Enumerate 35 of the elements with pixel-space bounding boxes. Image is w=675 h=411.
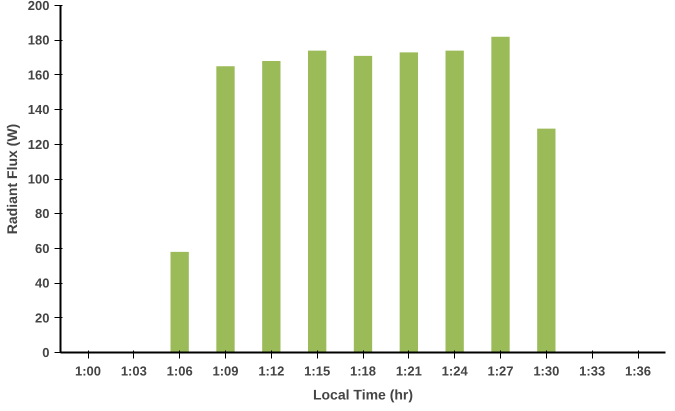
y-tick-label: 140: [28, 102, 50, 118]
y-tick-label: 40: [35, 276, 50, 291]
x-tick-label: 1:15: [304, 364, 330, 378]
y-tick-label: 180: [28, 32, 50, 48]
x-tick-label: 1:12: [258, 364, 284, 378]
bar: [354, 56, 372, 352]
x-axis-title: Local Time (hr): [312, 386, 414, 402]
x-tick-label: 1:24: [442, 364, 468, 378]
bar: [446, 50, 464, 352]
bar: [170, 252, 189, 352]
x-tick-label: 1:33: [579, 364, 606, 378]
bar: [262, 61, 280, 352]
x-tick-label: 1:06: [166, 364, 193, 378]
y-tick-label: 160: [28, 67, 50, 82]
x-tick-label: 1:21: [396, 364, 422, 378]
bar: [537, 128, 556, 352]
x-tick-label: 1:30: [533, 364, 560, 378]
bar: [491, 36, 510, 352]
y-tick-label: 80: [35, 206, 50, 222]
y-tick-label: 20: [35, 310, 50, 326]
x-tick-label: 1:09: [212, 364, 239, 378]
y-tick-label: 60: [35, 240, 50, 256]
bar: [216, 66, 235, 352]
y-tick-label: 100: [28, 172, 50, 186]
y-axis-title: Radiant Flux (W): [4, 124, 20, 234]
y-tick-label: 200: [28, 0, 50, 13]
x-tick-label: 1:03: [120, 364, 147, 378]
y-tick-label: 120: [28, 136, 50, 152]
x-tick-label: 1:18: [350, 364, 376, 378]
bar: [400, 52, 418, 352]
x-tick-label: 1:00: [74, 364, 102, 378]
bar: [308, 50, 326, 352]
x-tick-label: 1:36: [624, 364, 652, 378]
x-tick-label: 1:27: [487, 364, 514, 378]
y-tick-label: 0: [42, 345, 50, 360]
